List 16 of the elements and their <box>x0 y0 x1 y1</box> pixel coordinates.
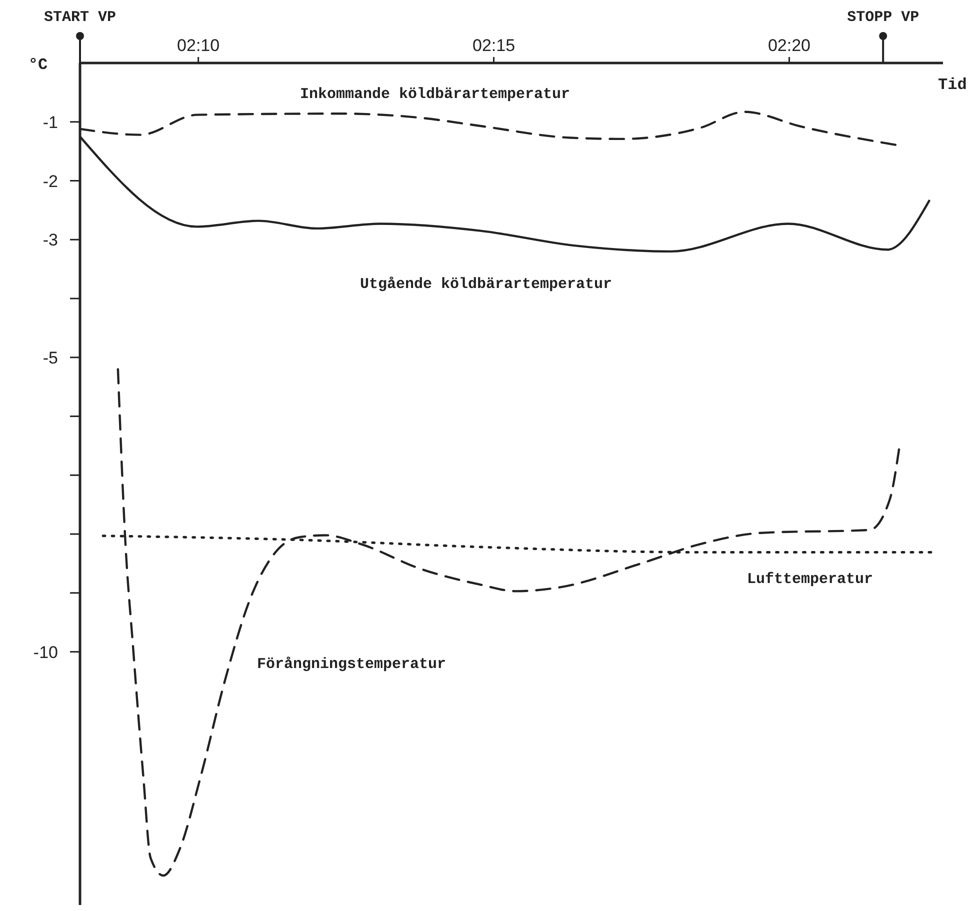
series-label: Förångningstemperatur <box>257 656 446 673</box>
series-label: Inkommande köldbärartemperatur <box>300 86 570 103</box>
ref-line-label: STOPP VP <box>847 9 920 26</box>
series-label: Utgående köldbärartemperatur <box>360 276 612 293</box>
y-tick-label: -3 <box>42 230 58 250</box>
y-tick-label: -2 <box>42 172 58 191</box>
x-axis-title: Tid <box>938 76 967 94</box>
x-tick-label: 02:20 <box>768 36 810 55</box>
y-tick-label: -5 <box>42 348 58 368</box>
x-tick-label: 02:10 <box>177 36 220 55</box>
ref-line-label: START VP <box>44 9 116 26</box>
y-tick-label: -1 <box>42 112 58 132</box>
y-axis-title: °C <box>28 56 48 74</box>
y-tick-label: -10 <box>33 642 58 662</box>
series-label: Lufttemperatur <box>747 571 874 588</box>
x-tick-label: 02:15 <box>472 36 516 55</box>
